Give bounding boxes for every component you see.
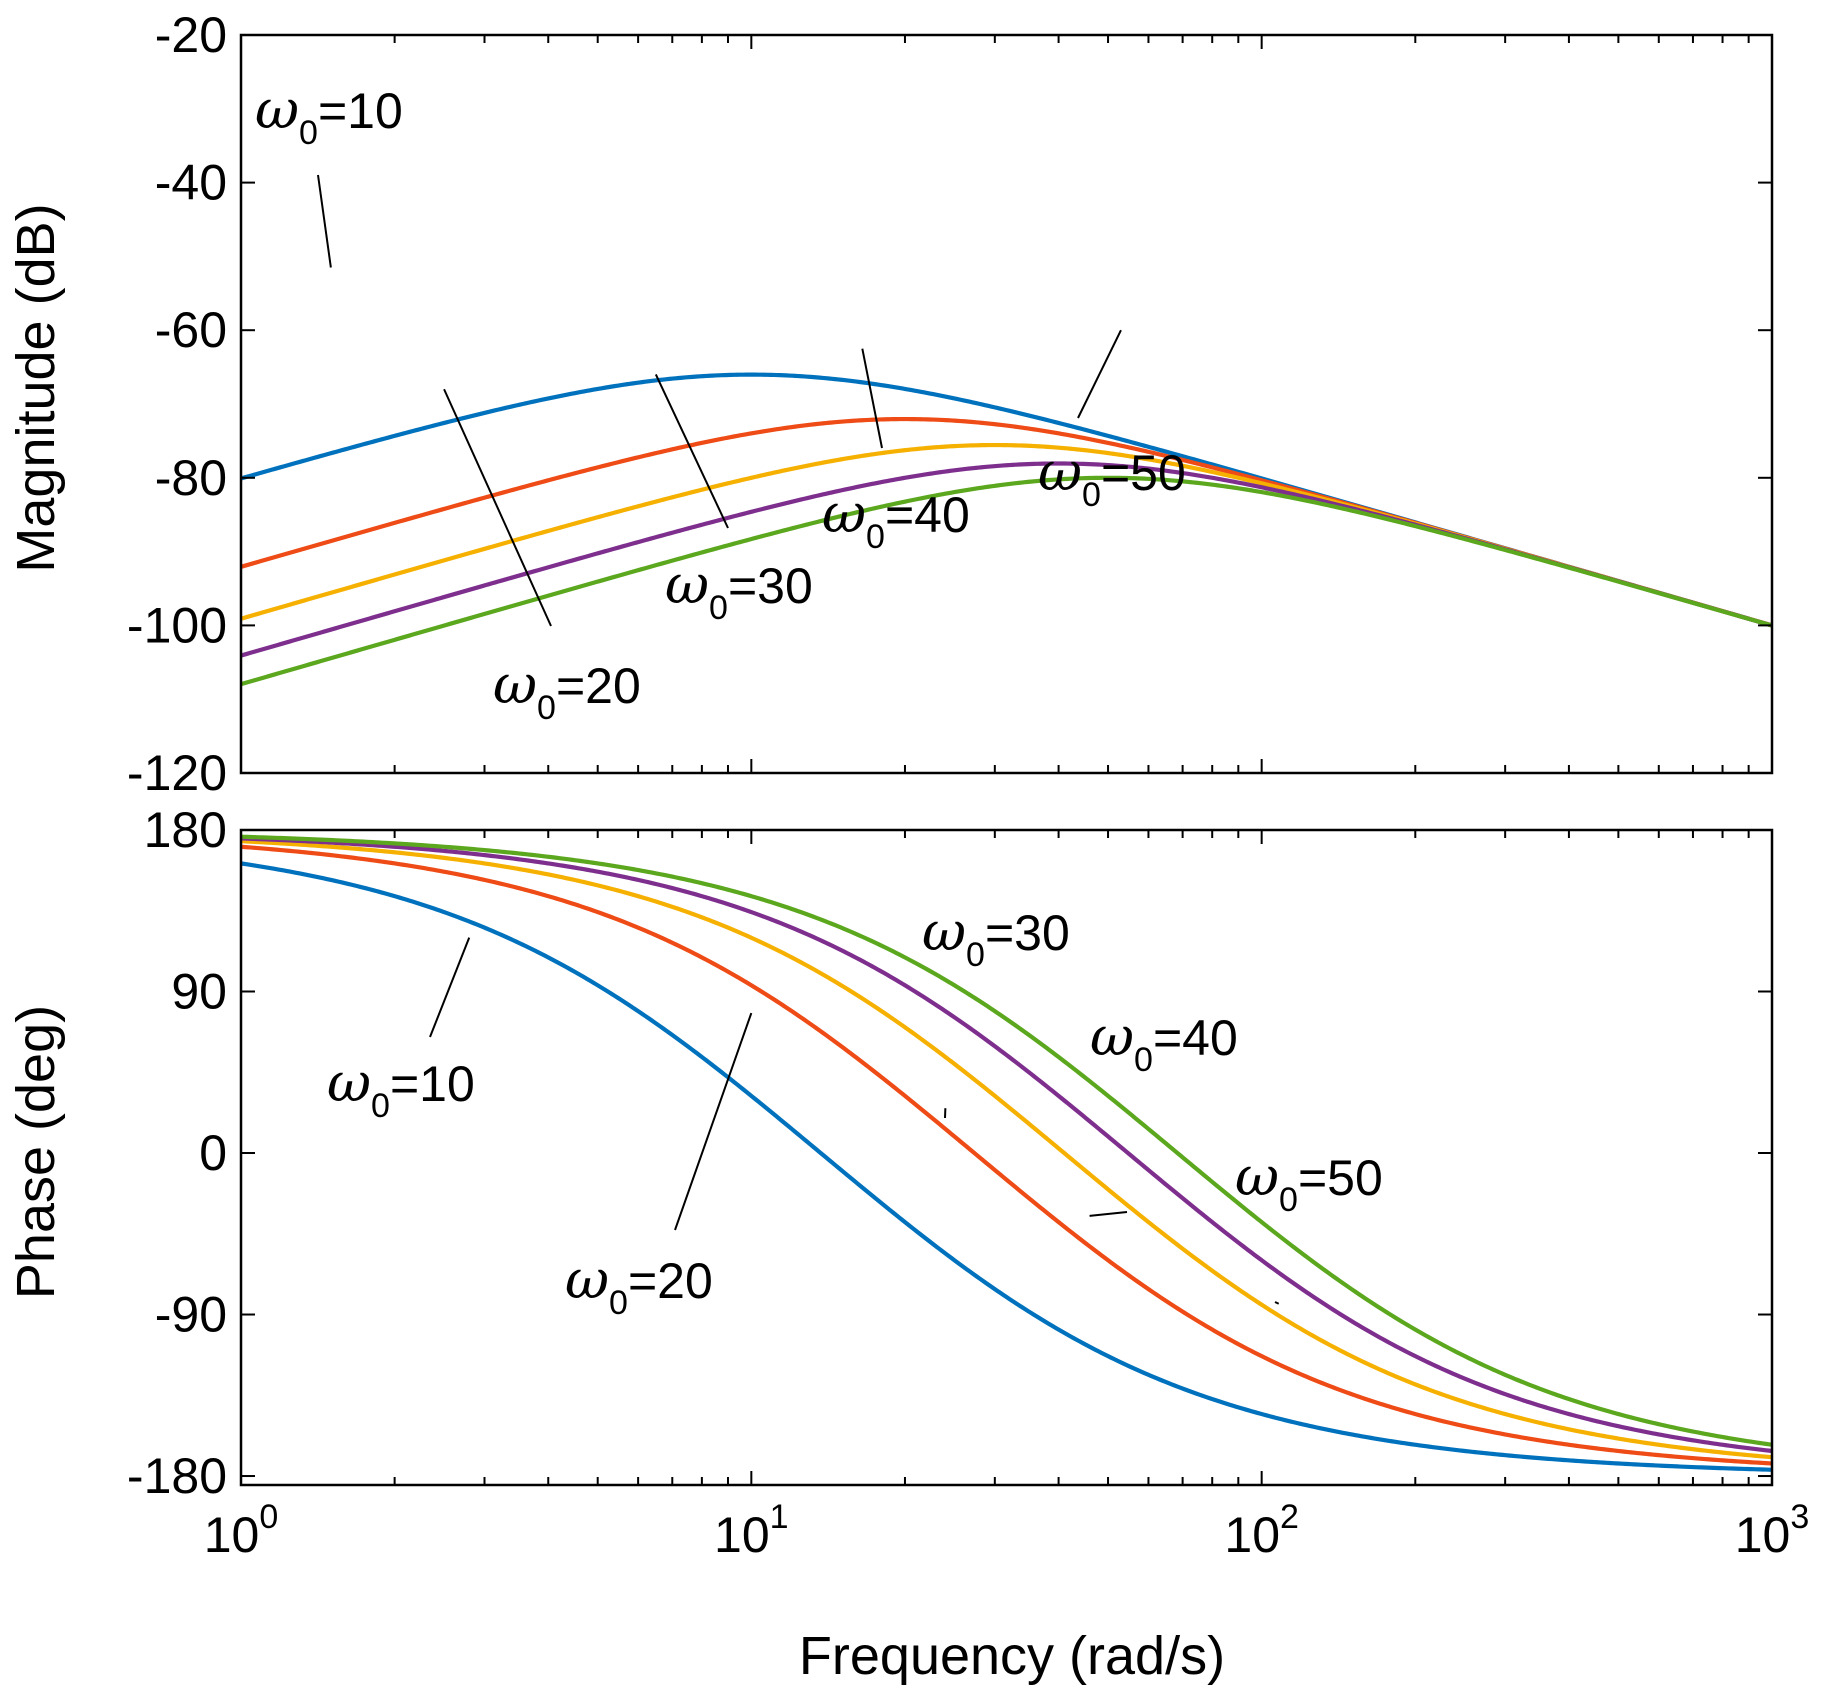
phase-series-w0-10 (240, 861, 1773, 1472)
magnitude-ytick-label: -100 (127, 597, 227, 653)
phase-annotation-label: ω0=40 (1090, 1005, 1238, 1079)
magnitude-ytick-label: -80 (155, 450, 227, 506)
magnitude-ytick-label: -120 (127, 745, 227, 801)
frequency-xtick-label: 100 (204, 1498, 279, 1563)
magnitude-curves (240, 372, 1773, 687)
phase-series-w0-50 (240, 834, 1773, 1447)
magnitude-annotation-label: ω0=20 (493, 653, 641, 727)
magnitude-annotation-label: ω0=40 (822, 482, 970, 556)
phase-ytick-label: -180 (127, 1448, 227, 1504)
magnitude-annotation-label: ω0=10 (255, 78, 403, 152)
frequency-x-axis-label: Frequency (rad/s) (799, 1626, 1225, 1686)
magnitude-plot-frame (239, 33, 1774, 775)
magnitude-ytick-label: -60 (155, 302, 227, 358)
magnitude-ytick-label: -20 (155, 7, 227, 63)
phase-ytick-label: 0 (199, 1125, 227, 1181)
phase-panel: -180 -90 0 90 180 100 101 102 103 ω0=10 ω0=20 ω0=3… (6, 802, 1809, 1686)
magnitude-annotation-label: ω0=50 (1038, 440, 1186, 514)
phase-series-w0-20 (240, 844, 1773, 1466)
phase-curves (240, 834, 1773, 1472)
phase-y-axis-label: Phase (deg) (6, 1005, 66, 1299)
phase-annotation-label: ω0=50 (1235, 1145, 1383, 1219)
phase-annotation-label: ω0=30 (922, 900, 1070, 974)
phase-ytick-label: 180 (144, 802, 227, 858)
phase-annotations: ω0=10 ω0=20 ω0=30 ω0=40 ω0=50 (327, 900, 1383, 1322)
magnitude-y-axis-label: Magnitude (dB) (6, 203, 66, 572)
phase-ytick-label: 90 (171, 964, 227, 1020)
magnitude-annotation-leader-line (861, 348, 883, 449)
magnitude-panel: -120 -100 -80 -60 -40 -20 ω0=10 ω0=20 ω0=30ω0=4… (6, 7, 1774, 801)
phase-annotation-leader-line (429, 937, 471, 1038)
frequency-xtick-label: 103 (1735, 1498, 1810, 1563)
phase-ytick-label: -90 (155, 1287, 227, 1343)
frequency-xtick-label: 102 (1224, 1498, 1299, 1563)
phase-plot-frame (239, 828, 1774, 1487)
magnitude-annotation-leader-line (1077, 329, 1122, 419)
magnitude-annotation-leader-line (443, 388, 552, 627)
magnitude-ticks: -120 -100 -80 -60 -40 -20 (127, 7, 1772, 801)
phase-annotation-label: ω0=20 (565, 1248, 713, 1322)
magnitude-annotation-leader-line (317, 174, 332, 268)
phase-annotation-leader-line (1089, 1211, 1128, 1217)
phase-annotation-label: ω0=10 (327, 1051, 475, 1125)
frequency-xtick-label: 101 (714, 1498, 789, 1563)
phase-annotation-leader-line (1274, 1301, 1280, 1305)
magnitude-annotation-label: ω0=30 (665, 553, 813, 627)
phase-ticks: -180 -90 0 90 180 100 101 102 103 (127, 802, 1809, 1563)
magnitude-series-w0-50 (240, 475, 1773, 687)
magnitude-annotation-leader-line (654, 374, 729, 529)
phase-series-w0-30 (240, 839, 1773, 1460)
phase-annotation-leader-line (674, 1012, 753, 1231)
magnitude-ytick-label: -40 (155, 155, 227, 211)
phase-series-w0-40 (240, 836, 1773, 1454)
